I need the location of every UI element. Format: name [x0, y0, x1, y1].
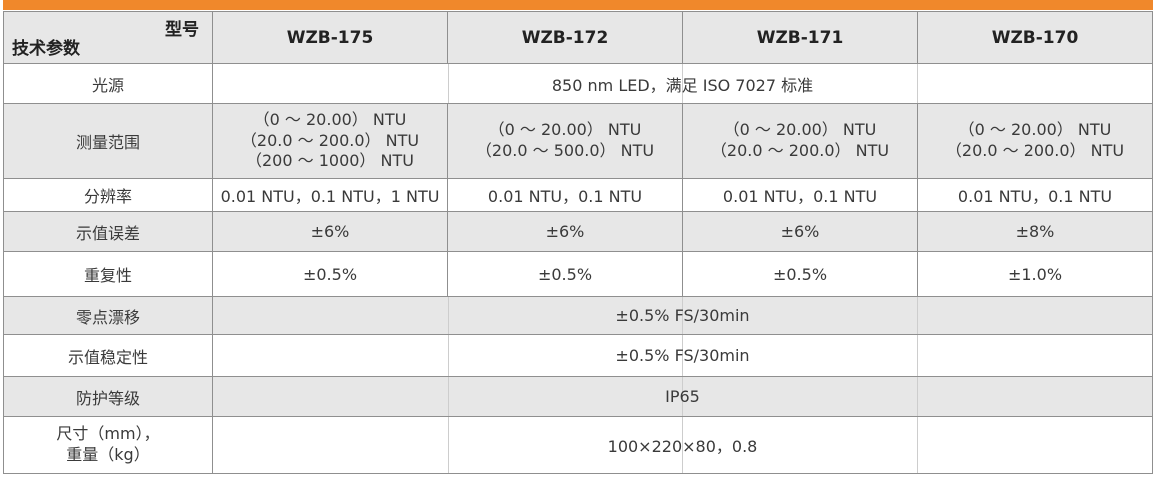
value-cell: ±0.5%	[212, 251, 448, 297]
value-cell: ±6%	[212, 211, 448, 252]
column-header-wzb-172: WZB-172	[447, 11, 683, 64]
corner-params-label: 技术参数	[12, 39, 80, 59]
span-value-cell: ±0.5% FS/30min	[212, 296, 1153, 335]
row-label: 零点漂移	[3, 296, 213, 335]
row-label: 示值误差	[3, 211, 213, 252]
value-cell: 0.01 NTU，0.1 NTU	[917, 178, 1153, 212]
row-label: 分辨率	[3, 178, 213, 212]
value-cell: （0 ～ 20.00） NTU （20.0 ～ 200.0） NTU （200 …	[212, 103, 448, 179]
row-label: 重复性	[3, 251, 213, 297]
value-cell: ±8%	[917, 211, 1153, 252]
value-cell: 0.01 NTU，0.1 NTU，1 NTU	[212, 178, 448, 212]
span-value-cell: 850 nm LED，满足 ISO 7027 标准	[212, 63, 1153, 104]
span-value-cell: IP65	[212, 376, 1153, 417]
span-value-cell: ±0.5% FS/30min	[212, 334, 1153, 377]
row-measure-range: 测量范围 （0 ～ 20.00） NTU （20.0 ～ 200.0） NTU …	[3, 103, 1153, 179]
spec-table: 型号 技术参数 WZB-175 WZB-172 WZB-171 WZB-170 …	[3, 11, 1153, 474]
row-zero-drift: 零点漂移 ±0.5% FS/30min	[3, 296, 1153, 335]
row-label: 光源	[3, 63, 213, 104]
value-cell: ±6%	[447, 211, 683, 252]
row-dimensions-weight: 尺寸（mm）， 重量（kg） 100×220×80，0.8	[3, 416, 1153, 474]
value-cell: ±6%	[682, 211, 918, 252]
row-light-source: 光源 850 nm LED，满足 ISO 7027 标准	[3, 63, 1153, 104]
row-label: 防护等级	[3, 376, 213, 417]
value-cell: ±0.5%	[682, 251, 918, 297]
row-resolution: 分辨率 0.01 NTU，0.1 NTU，1 NTU 0.01 NTU，0.1 …	[3, 178, 1153, 212]
row-repeatability: 重复性 ±0.5% ±0.5% ±0.5% ±1.0%	[3, 251, 1153, 297]
value-cell: （0 ～ 20.00） NTU （20.0 ～ 500.0） NTU	[447, 103, 683, 179]
row-indication-stability: 示值稳定性 ±0.5% FS/30min	[3, 334, 1153, 377]
value-cell: 0.01 NTU，0.1 NTU	[447, 178, 683, 212]
value-cell: 0.01 NTU，0.1 NTU	[682, 178, 918, 212]
column-header-wzb-175: WZB-175	[212, 11, 448, 64]
value-cell: ±1.0%	[917, 251, 1153, 297]
value-cell: （0 ～ 20.00） NTU （20.0 ～ 200.0） NTU	[917, 103, 1153, 179]
column-header-wzb-170: WZB-170	[917, 11, 1153, 64]
row-label: 测量范围	[3, 103, 213, 179]
accent-bar	[3, 0, 1153, 10]
row-indication-error: 示值误差 ±6% ±6% ±6% ±8%	[3, 211, 1153, 252]
row-protection-rating: 防护等级 IP65	[3, 376, 1153, 417]
row-label: 示值稳定性	[3, 334, 213, 377]
value-cell: （0 ～ 20.00） NTU （20.0 ～ 200.0） NTU	[682, 103, 918, 179]
header-row: 型号 技术参数 WZB-175 WZB-172 WZB-171 WZB-170	[3, 11, 1153, 64]
column-header-wzb-171: WZB-171	[682, 11, 918, 64]
corner-model-label: 型号	[165, 20, 199, 40]
span-value-cell: 100×220×80，0.8	[212, 416, 1153, 474]
row-label: 尺寸（mm）， 重量（kg）	[3, 416, 213, 474]
corner-cell: 型号 技术参数	[3, 11, 213, 64]
value-cell: ±0.5%	[447, 251, 683, 297]
